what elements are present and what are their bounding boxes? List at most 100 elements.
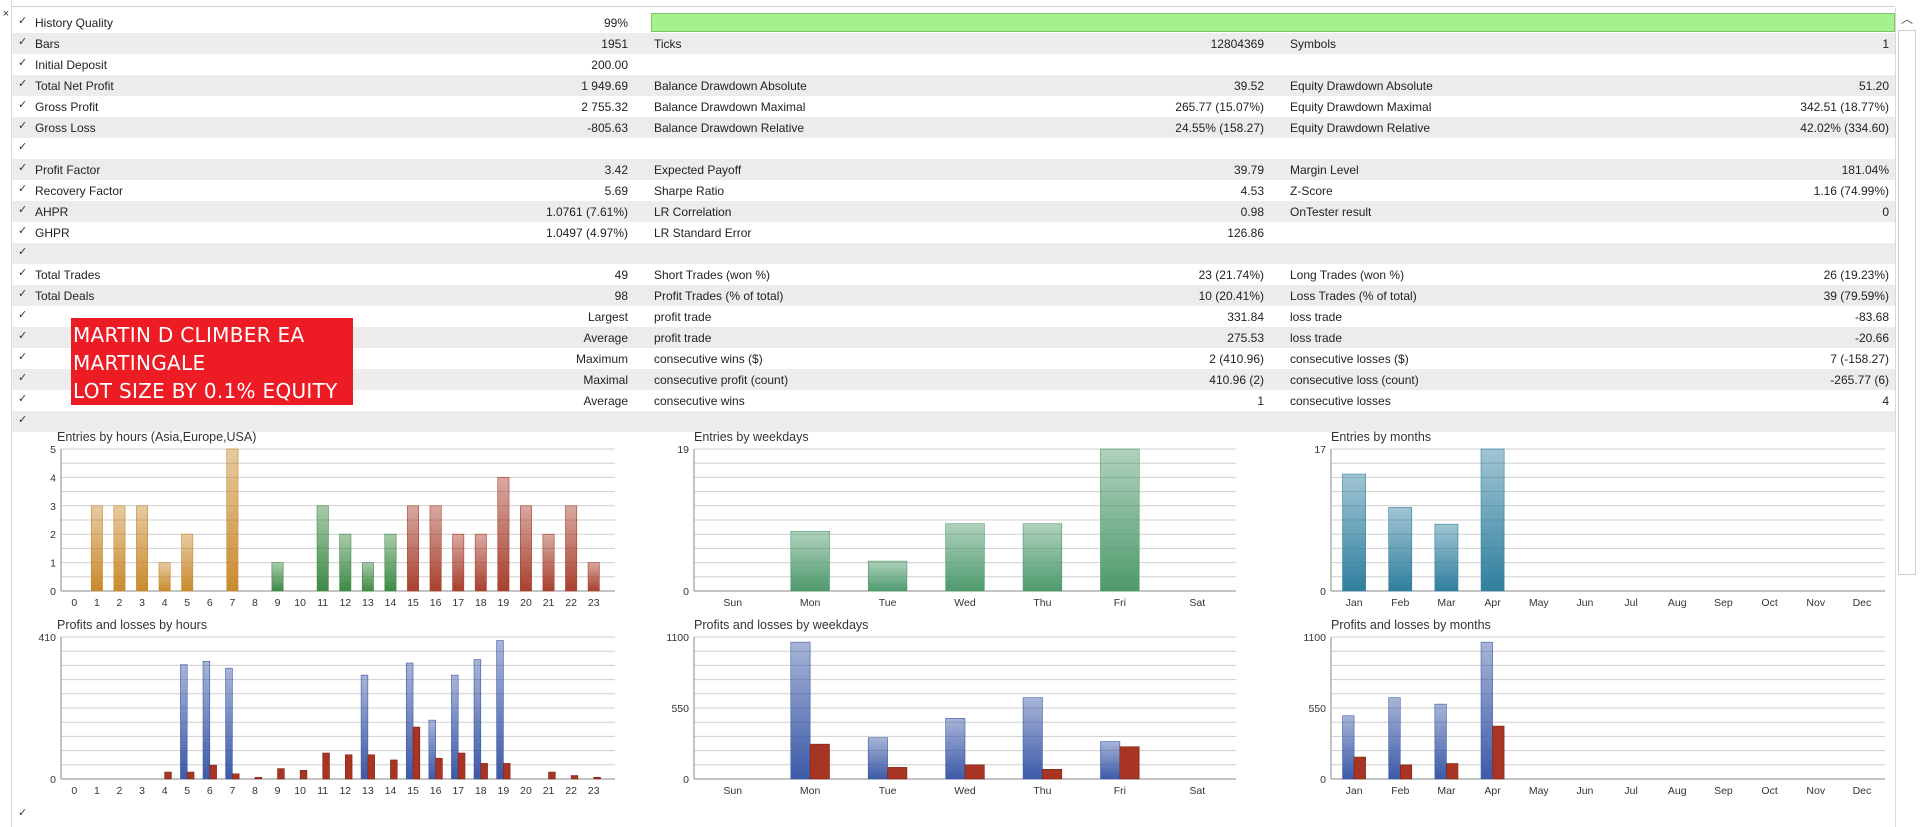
loss-bar: [277, 768, 285, 780]
stat-label: Long Trades (won %): [1290, 268, 1405, 282]
y-tick-label: 0: [50, 774, 56, 786]
check-icon[interactable]: ✓: [18, 309, 28, 321]
y-tick-label: 3: [50, 501, 56, 513]
bar: [1434, 523, 1459, 592]
check-icon[interactable]: ✓: [18, 225, 28, 237]
x-tick-label: 21: [543, 597, 555, 609]
x-tick-label: 21: [543, 785, 555, 797]
stats-row: ✓ Maximal consecutive profit (count) 410.96…: [12, 369, 1895, 390]
y-tick-label: 1: [50, 558, 56, 570]
stat-label: LR Correlation: [654, 205, 732, 219]
check-icon[interactable]: ✓: [18, 15, 28, 27]
check-icon[interactable]: ✓: [18, 183, 28, 195]
loss-bar: [186, 771, 195, 780]
stat-value: 2 (410.96): [1209, 352, 1264, 366]
check-icon[interactable]: ✓: [18, 99, 28, 111]
stat-value: 0.98: [1240, 205, 1264, 219]
vertical-scrollbar[interactable]: ︿: [1895, 8, 1920, 827]
x-tick-label: 17: [452, 785, 464, 797]
bar: [1480, 448, 1505, 592]
check-icon[interactable]: ✓: [18, 36, 28, 48]
check-icon[interactable]: ✓: [18, 120, 28, 132]
bar: [181, 533, 194, 592]
chart: Profits and losses by hours 0 410 0 1 2 3 4 5 6 7 8…: [38, 618, 617, 800]
stat-label: Initial Deposit: [35, 58, 108, 72]
bar: [158, 562, 171, 592]
x-tick-label: 20: [520, 597, 532, 609]
check-icon[interactable]: ✓: [18, 414, 28, 426]
x-tick-label: 18: [475, 785, 487, 797]
stat-value: 126.86: [1227, 226, 1264, 240]
chart: Entries by weekdays 0 19 Sun Mon Tue Wed Thu Fri…: [677, 430, 1239, 612]
check-icon[interactable]: ✓: [18, 78, 28, 90]
x-tick-label: 22: [565, 597, 577, 609]
stat-label: consecutive wins: [654, 394, 745, 408]
stat-label: consecutive wins ($): [654, 352, 763, 366]
bar: [384, 533, 397, 592]
check-icon[interactable]: ✓: [18, 267, 28, 279]
x-tick-label: Jun: [1576, 597, 1593, 609]
check-icon[interactable]: ✓: [18, 204, 28, 216]
x-tick-label: Jul: [1624, 597, 1637, 609]
check-icon[interactable]: ✓: [18, 162, 28, 174]
profit-bar: [1022, 697, 1043, 780]
bar: [565, 505, 578, 592]
stat-label: Bars: [35, 37, 60, 51]
left-panel-border: ×: [0, 0, 12, 827]
chart-title: Profits and losses by months: [1331, 618, 1491, 632]
chart-title: Entries by hours (Asia,Europe,USA): [57, 430, 257, 444]
bar: [407, 505, 419, 592]
y-tick-label: 1100: [1303, 632, 1326, 644]
x-tick-label: Jan: [1346, 785, 1363, 797]
stat-label: consecutive profit (count): [654, 373, 789, 387]
loss-bar: [232, 773, 240, 780]
x-tick-label: Nov: [1806, 597, 1825, 609]
x-tick-label: 2: [117, 785, 123, 797]
x-tick-label: Mar: [1437, 597, 1456, 609]
scroll-thumb[interactable]: [1898, 30, 1916, 575]
stat-value: 98: [614, 289, 628, 303]
check-icon[interactable]: ✓: [18, 330, 28, 342]
stat-value: Maximum: [575, 352, 628, 366]
check-icon[interactable]: ✓: [18, 372, 28, 384]
check-icon[interactable]: ✓: [18, 351, 28, 363]
loss-bar: [809, 743, 830, 780]
check-icon[interactable]: ✓: [18, 57, 28, 69]
bar: [226, 448, 239, 592]
stats-row: ✓ Gross Loss -805.63 Balance Drawdown Relat…: [12, 117, 1895, 138]
stats-row: ✓ Bars 1951 Ticks 12804369 Symbols 1: [12, 33, 1895, 54]
stats-row: ✓ Largest profit trade 331.84 loss trade -83.…: [12, 306, 1895, 327]
loss-bar: [254, 776, 263, 780]
x-tick-label: Tue: [879, 597, 897, 609]
profit-bar: [1342, 715, 1355, 780]
loss-bar: [457, 752, 466, 780]
loss-bar: [548, 771, 556, 780]
loss-bar: [412, 726, 421, 780]
loss-bar: [344, 754, 353, 780]
stat-label: Ticks: [654, 37, 682, 51]
check-icon[interactable]: ✓: [18, 393, 28, 405]
profit-bar: [790, 641, 811, 780]
scroll-up-icon[interactable]: ︿: [1900, 12, 1913, 26]
check-icon[interactable]: ✓: [18, 288, 28, 300]
check-icon[interactable]: ✓: [18, 141, 28, 153]
check-icon[interactable]: ✓: [18, 246, 28, 258]
y-tick-label: 1100: [666, 632, 689, 644]
x-tick-label: Jan: [1346, 597, 1363, 609]
close-icon[interactable]: ×: [2, 8, 10, 20]
chart-plot: 0 550 1100 Sun Mon Tue Wed Thu Fri Sat: [666, 632, 1236, 797]
x-tick-label: Feb: [1391, 597, 1409, 609]
profit-bar: [1434, 703, 1447, 780]
x-tick-label: Oct: [1761, 597, 1777, 609]
x-tick-label: May: [1529, 597, 1550, 609]
chart: Profits and losses by months 0 550 1100 Jan F…: [1303, 618, 1891, 800]
y-tick-label: 4: [50, 472, 56, 484]
stats-row: ✓ Initial Deposit 200.00: [12, 54, 1895, 75]
stat-value: 10 (20.41%): [1198, 289, 1264, 303]
loss-bar: [390, 759, 398, 780]
stat-value: 39.79: [1233, 163, 1264, 177]
x-tick-label: Jul: [1624, 785, 1637, 797]
stat-label: consecutive loss (count): [1290, 373, 1419, 387]
profit-bar: [945, 718, 966, 780]
